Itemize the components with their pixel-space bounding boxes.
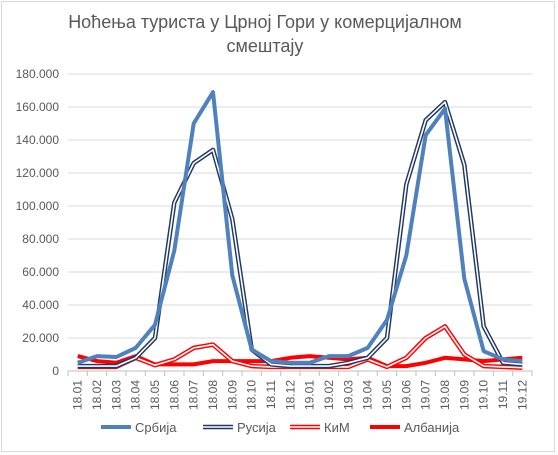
x-tick-label: 18.06 [167, 380, 181, 410]
series-line [77, 90, 523, 365]
x-tick-label: 19.03 [341, 380, 355, 410]
legend: Србија Русија КиМ Албанија [101, 420, 460, 435]
legend-item: Албанија [370, 420, 460, 435]
y-tick-label: 180.000 [16, 67, 60, 81]
series-Србија [77, 90, 523, 365]
x-tick-label: 18.03 [109, 380, 123, 410]
x-tick-label: 18.01 [71, 380, 85, 410]
x-tick-label: 19.09 [457, 380, 471, 410]
x-tick-label: 18.05 [148, 380, 162, 410]
x-tick-label: 19.06 [399, 380, 413, 410]
legend-item: КиМ [290, 420, 350, 435]
legend-label: Албанија [404, 420, 460, 435]
legend-item: Русија [203, 420, 277, 435]
y-tick-label: 0 [52, 364, 59, 378]
x-tick-label: 19.04 [361, 380, 375, 410]
gridlines [68, 73, 532, 372]
x-tick-label: 19.01 [303, 380, 317, 410]
x-tick-label: 19.12 [515, 380, 529, 410]
x-tick-label: 18.10 [245, 380, 259, 410]
x-tick-label: 18.07 [187, 380, 201, 410]
legend-item: Србија [101, 420, 177, 435]
y-tick-label: 120.000 [16, 166, 60, 180]
x-tick-label: 18.02 [90, 380, 104, 410]
x-tick-label: 19.10 [477, 380, 491, 410]
y-tick-label: 40.000 [22, 298, 59, 312]
y-tick-label: 20.000 [22, 331, 59, 345]
y-tick-label: 160.000 [16, 100, 60, 114]
x-tick-label: 18.11 [264, 380, 278, 409]
legend-label: КиМ [324, 420, 350, 435]
y-axis: 0 20.000 40.000 60.000 80.000 100.000 120.000 1… [16, 67, 60, 378]
x-tick-label: 19.07 [419, 380, 433, 410]
x-tick-label: 19.02 [322, 380, 336, 410]
series-lines [77, 90, 523, 370]
x-axis: 18.01 18.02 18.03 18.04 18.05 18.06 18.07 18.08… [67, 371, 533, 410]
x-tick-label: 19.11 [496, 380, 510, 409]
series-line-inner [77, 101, 523, 367]
legend-label: Србија [135, 420, 177, 435]
x-tick-label: 18.04 [129, 380, 143, 410]
x-tick-label: 18.09 [225, 380, 239, 410]
legend-label: Русија [237, 420, 277, 435]
x-tick-label: 18.12 [283, 380, 297, 410]
x-tick-label: 19.08 [438, 380, 452, 410]
chart-title: Ноћења туриста у Црној Гори у комерцијал… [68, 12, 462, 56]
x-tick-label: 18.08 [206, 380, 220, 410]
y-tick-label: 140.000 [16, 133, 60, 147]
series-line [77, 99, 523, 369]
y-tick-label: 100.000 [16, 199, 60, 213]
y-tick-label: 60.000 [22, 265, 59, 279]
x-tick-label: 19.05 [380, 380, 394, 410]
series-Русија [77, 99, 523, 369]
y-tick-label: 80.000 [22, 232, 59, 246]
